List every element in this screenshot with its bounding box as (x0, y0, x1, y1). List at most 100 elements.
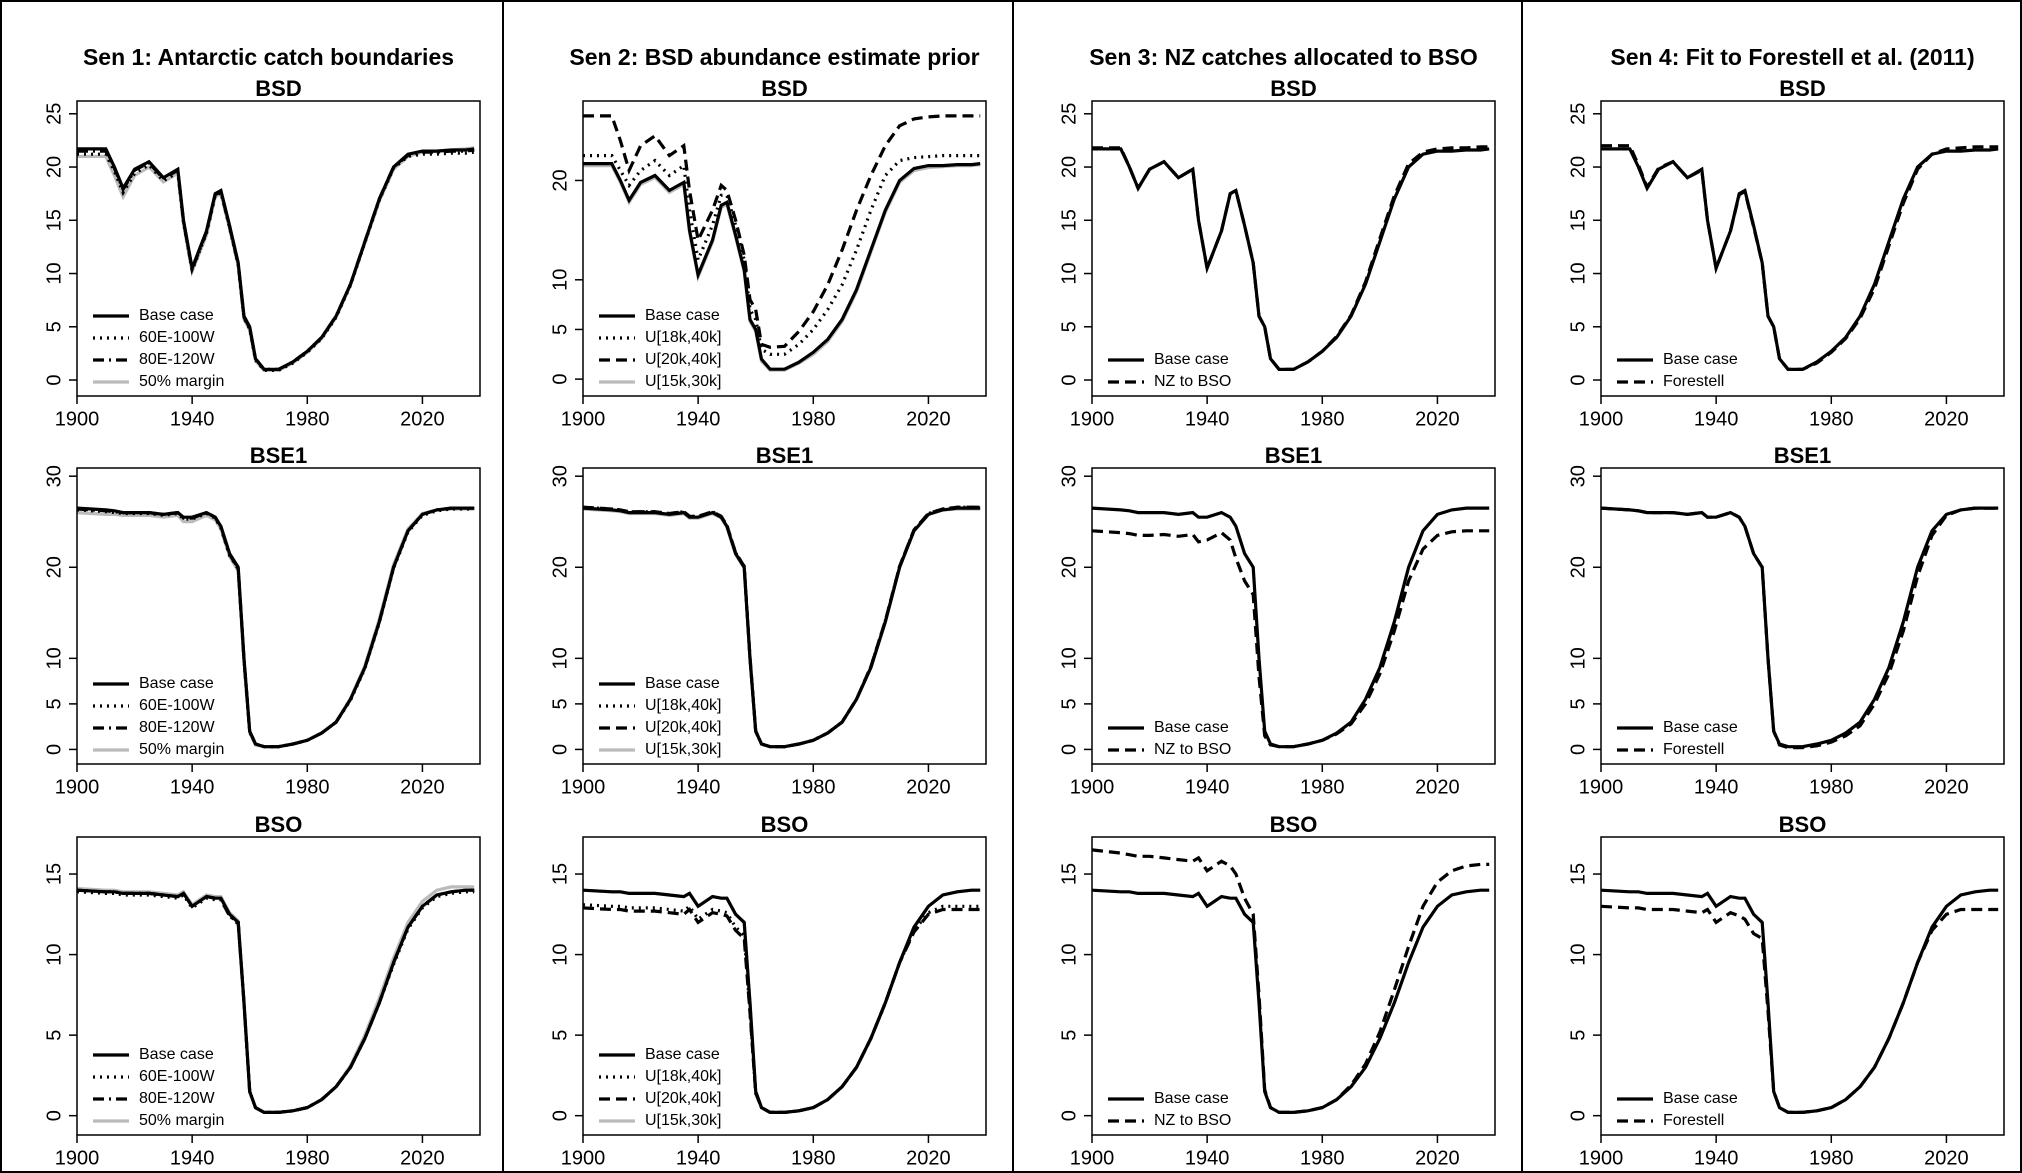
plot-frame (1091, 836, 1496, 1136)
x-tick-label: 1940 (1185, 776, 1230, 798)
series-line (1600, 506, 1999, 750)
legend-label: 50% margin (139, 373, 224, 390)
x-tick-label: 1940 (1694, 1147, 1739, 1169)
y-tick-label: 15 (549, 863, 571, 885)
y-tick-label: 5 (43, 321, 65, 332)
y-tick-label: 25 (1058, 103, 1080, 125)
series-line (1091, 529, 1490, 749)
y-tick-label: 10 (43, 647, 65, 669)
legend-label: Base case (1154, 719, 1229, 736)
panel-title: BSO (1270, 812, 1318, 837)
y-tick-label: 10 (1567, 647, 1589, 669)
x-tick-label: 1980 (1809, 408, 1854, 430)
series-line (582, 506, 981, 749)
series-line (1601, 147, 1999, 371)
y-tick-label: 0 (43, 1110, 65, 1121)
plot-frame (76, 467, 481, 765)
legend-label: U[20k,40k] (645, 719, 721, 736)
series-line (77, 146, 475, 372)
legend-label: Base case (1154, 351, 1229, 368)
x-tick-label: 1940 (676, 776, 721, 798)
x-tick-label: 2020 (1924, 1147, 1969, 1169)
panel-title: BSE1 (1265, 443, 1322, 468)
legend-label: Base case (139, 675, 214, 692)
legend-label: Base case (139, 307, 214, 324)
x-tick-label: 1940 (1694, 776, 1739, 798)
y-tick-label: 10 (1567, 262, 1589, 284)
y-tick-label: 0 (1567, 1110, 1589, 1121)
x-tick-label: 1980 (1300, 776, 1345, 798)
x-tick-label: 1980 (1809, 1147, 1854, 1169)
x-tick-label: 1900 (55, 408, 100, 430)
y-tick-label: 5 (1058, 698, 1080, 709)
series-line (76, 888, 475, 1114)
legend-label: Base case (1663, 1090, 1738, 1107)
series-line (582, 903, 981, 1114)
legend-label: U[20k,40k] (645, 1090, 721, 1107)
legend-label: Forestell (1663, 741, 1724, 758)
legend-label: U[20k,40k] (645, 351, 721, 368)
y-tick-label: 0 (43, 744, 65, 755)
x-tick-label: 1980 (285, 1147, 330, 1169)
x-tick-label: 2020 (1415, 1147, 1460, 1169)
y-tick-label: 0 (1567, 744, 1589, 755)
series-line (1600, 506, 1999, 749)
plot-frame (1091, 467, 1496, 765)
x-tick-label: 1900 (561, 408, 606, 430)
y-tick-label: 10 (549, 269, 571, 291)
legend-label: Base case (1663, 351, 1738, 368)
plot-frame (582, 100, 987, 397)
y-tick-label: 10 (43, 943, 65, 965)
plot-frame (1600, 100, 2005, 397)
series-line (77, 148, 475, 371)
x-tick-label: 1900 (1579, 408, 1624, 430)
series-line (77, 150, 475, 372)
y-tick-label: 15 (1567, 209, 1589, 231)
x-tick-label: 1980 (1300, 408, 1345, 430)
x-tick-label: 1940 (1694, 408, 1739, 430)
y-tick-label: 0 (1567, 374, 1589, 385)
y-tick-label: 20 (43, 156, 65, 178)
legend-label: U[18k,40k] (645, 697, 721, 714)
y-tick-label: 15 (1567, 863, 1589, 885)
y-tick-label: 5 (43, 1030, 65, 1041)
plot-frame (76, 100, 481, 397)
y-tick-label: 0 (549, 1110, 571, 1121)
series-line (582, 505, 981, 749)
panel-title: BSO (255, 812, 303, 837)
x-tick-label: 2020 (400, 776, 445, 798)
series-line (76, 888, 475, 1114)
legend-label: 60E-100W (139, 1068, 215, 1085)
x-tick-label: 2020 (1924, 776, 1969, 798)
x-tick-label: 2020 (906, 408, 951, 430)
series-line (77, 147, 475, 371)
y-tick-label: 10 (1058, 943, 1080, 965)
y-tick-label: 20 (1567, 156, 1589, 178)
panel-title: BSE1 (756, 443, 813, 468)
x-tick-label: 1980 (791, 408, 836, 430)
legend-label: U[18k,40k] (645, 329, 721, 346)
legend-label: NZ to BSO (1154, 741, 1231, 758)
x-tick-label: 2020 (906, 1147, 951, 1169)
x-tick-label: 1900 (1070, 776, 1115, 798)
series-line (76, 507, 475, 749)
x-tick-label: 1980 (285, 408, 330, 430)
legend-label: Base case (139, 1046, 214, 1063)
y-tick-label: 10 (549, 943, 571, 965)
series-line (582, 888, 981, 1114)
series-line (76, 507, 475, 749)
x-tick-label: 1900 (1579, 776, 1624, 798)
x-tick-label: 1900 (561, 776, 606, 798)
x-tick-label: 1900 (55, 1147, 100, 1169)
y-tick-label: 15 (1058, 209, 1080, 231)
column-title: Sen 3: NZ catches allocated to BSO (1089, 44, 1478, 70)
y-tick-label: 5 (1567, 1030, 1589, 1041)
legend-label: U[18k,40k] (645, 1068, 721, 1085)
series-line (1092, 145, 1490, 371)
legend-label: Base case (1663, 719, 1738, 736)
x-tick-label: 1940 (1185, 1147, 1230, 1169)
panel-title: BSE1 (250, 443, 307, 468)
column-title: Sen 4: Fit to Forestell et al. (2011) (1610, 44, 1974, 70)
series-line (1092, 147, 1490, 371)
